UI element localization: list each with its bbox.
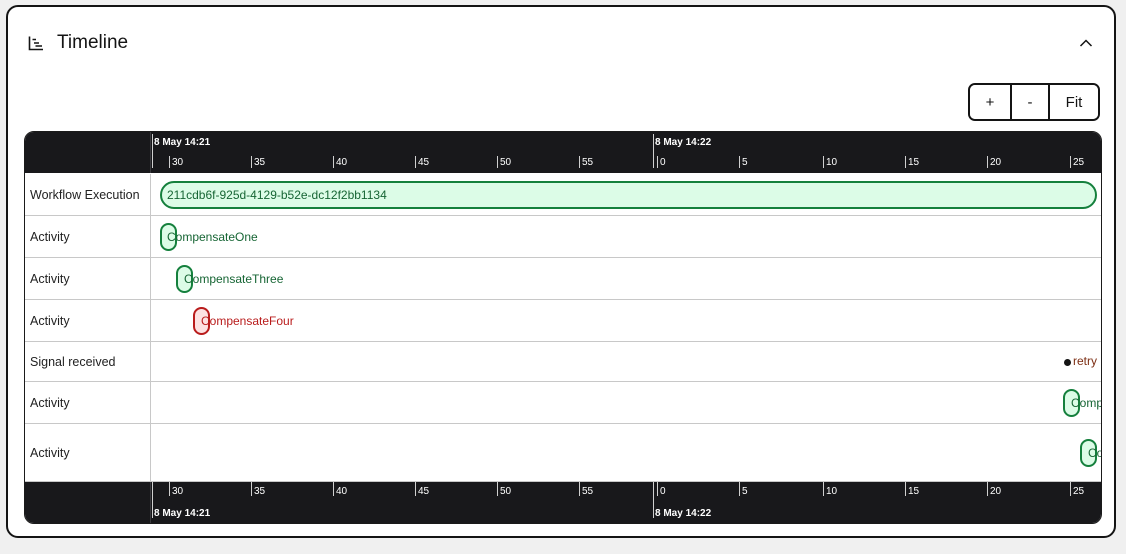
zoom-controls: + - Fit	[968, 83, 1100, 121]
axis-tick	[739, 482, 740, 496]
axis-tick-label: 0	[660, 157, 666, 168]
activity-bar[interactable]	[160, 223, 177, 251]
axis-tick	[169, 156, 170, 168]
row-label: Activity	[30, 229, 70, 244]
axis-tick	[657, 482, 658, 496]
timeline-row: Activity CompensateOne	[25, 216, 1101, 258]
axis-tick	[415, 482, 416, 496]
axis-tick	[333, 482, 334, 496]
zoom-out-button[interactable]: -	[1012, 85, 1050, 119]
axis-tick	[497, 156, 498, 168]
axis-date-label: 8 May 14:22	[655, 508, 712, 519]
axis-tick-label: 45	[418, 157, 430, 168]
axis-tick	[169, 482, 170, 496]
workflow-execution-bar[interactable]	[160, 181, 1097, 209]
row-label: Workflow Execution	[30, 187, 140, 202]
axis-tick	[579, 482, 580, 496]
activity-bar[interactable]	[193, 307, 210, 335]
axis-tick-label: 20	[990, 157, 1002, 168]
timeline-chart-icon	[28, 35, 44, 51]
axis-tick	[823, 156, 824, 168]
axis-tick-label: 5	[742, 157, 748, 168]
axis-tick	[823, 482, 824, 496]
axis-tick-label: 0	[660, 486, 666, 497]
axis-tick-label: 50	[500, 486, 512, 497]
axis-tick-label: 25	[1073, 486, 1085, 497]
axis-tick-label: 20	[990, 486, 1002, 497]
row-track: CompensateFour	[151, 300, 1101, 341]
row-track: Co	[151, 424, 1102, 481]
row-track: retry	[151, 342, 1101, 381]
row-label: Activity	[30, 395, 70, 410]
timeline-chart: 8 May 14:21 8 May 14:22 30 35 40 45 50 55 0 5 10 15…	[24, 131, 1102, 524]
activity-name-label: Co	[1088, 445, 1102, 460]
axis-tick-label: 15	[908, 486, 920, 497]
row-track: Comp	[151, 382, 1102, 423]
axis-tick	[657, 156, 658, 168]
axis-tick	[251, 156, 252, 168]
axis-tick-label: 55	[582, 486, 594, 497]
top-time-axis: 8 May 14:21 8 May 14:22 30 35 40 45 50 55 0 5 10 15…	[25, 132, 1101, 173]
axis-tick-label: 40	[336, 486, 348, 497]
activity-bar[interactable]	[1063, 389, 1080, 417]
axis-tick-label: 15	[908, 157, 920, 168]
axis-tick-label: 40	[336, 157, 348, 168]
signal-name: retry	[1073, 354, 1097, 368]
axis-tick	[1070, 482, 1071, 496]
chevron-up-icon[interactable]	[1078, 35, 1094, 51]
activity-name-label: Comp	[1071, 395, 1102, 410]
axis-tick-label: 25	[1073, 157, 1085, 168]
axis-tick	[987, 482, 988, 496]
axis-tick-label: 50	[500, 157, 512, 168]
axis-tick	[579, 156, 580, 168]
activity-name-label: CompensateOne	[167, 229, 258, 244]
axis-tick	[497, 482, 498, 496]
axis-tick	[905, 482, 906, 496]
axis-tick	[739, 156, 740, 168]
row-track: CompensateOne	[151, 216, 1101, 257]
axis-tick-label: 30	[172, 486, 184, 497]
axis-tick-label: 5	[742, 486, 748, 497]
axis-tick-label: 55	[582, 157, 594, 168]
timeline-header: Timeline	[28, 29, 1094, 57]
axis-tick	[905, 156, 906, 168]
timeline-card: Timeline + - Fit 8 May 14:21 8 May 14:22 3…	[6, 5, 1116, 538]
zoom-in-button[interactable]: +	[970, 85, 1012, 119]
axis-date-label: 8 May 14:21	[154, 508, 211, 519]
axis-tick	[415, 156, 416, 168]
axis-tick-label: 35	[254, 157, 266, 168]
activity-name-label: CompensateThree	[184, 271, 284, 286]
timeline-row: Signal received retry	[25, 342, 1101, 382]
row-track: 211cdb6f-925d-4129-b52e-dc12f2bb1134	[151, 174, 1101, 215]
activity-bar[interactable]	[176, 265, 193, 293]
activity-name-label: CompensateFour	[201, 313, 294, 328]
axis-tick	[1070, 156, 1071, 168]
timeline-row: Activity Comp	[25, 382, 1102, 424]
axis-tick-label: 45	[418, 486, 430, 497]
activity-bar[interactable]	[1080, 439, 1097, 467]
axis-tick	[251, 482, 252, 496]
timeline-row: Activity Co	[25, 424, 1102, 482]
page-title: Timeline	[57, 32, 129, 53]
row-label: Activity	[30, 271, 70, 286]
axis-tick-label: 10	[826, 157, 838, 168]
timeline-row: Workflow Execution 211cdb6f-925d-4129-b52…	[25, 174, 1101, 216]
axis-tick-label: 35	[254, 486, 266, 497]
axis-date-label: 8 May 14:21	[154, 137, 211, 148]
axis-tick	[333, 156, 334, 168]
axis-tick-label: 10	[826, 486, 838, 497]
workflow-id-label: 211cdb6f-925d-4129-b52e-dc12f2bb1134	[167, 187, 387, 202]
signal-marker[interactable]	[1064, 359, 1071, 366]
fit-button[interactable]: Fit	[1050, 85, 1098, 119]
axis-tick-label: 30	[172, 157, 184, 168]
timeline-row: Activity CompensateFour	[25, 300, 1101, 342]
row-track: CompensateThree	[151, 258, 1101, 299]
row-label: Activity	[30, 445, 70, 460]
axis-date-label: 8 May 14:22	[655, 137, 712, 148]
bottom-time-axis: 8 May 14:21 8 May 14:22 30 35 40 45 50 55 0 5 10 15…	[25, 482, 1101, 523]
timeline-row: Activity CompensateThree	[25, 258, 1101, 300]
axis-tick	[987, 156, 988, 168]
row-label: Activity	[30, 313, 70, 328]
row-label: Signal received	[30, 354, 116, 369]
